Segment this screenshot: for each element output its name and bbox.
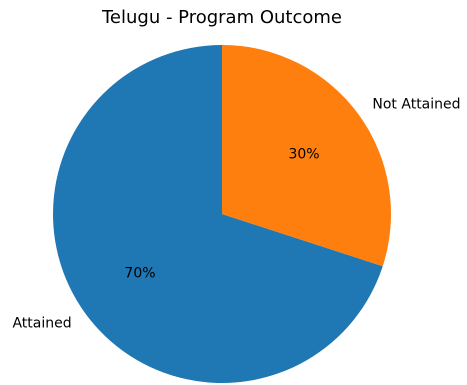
pie-slice-not-attained (222, 45, 392, 267)
pie-category-label: Not Attained (372, 97, 460, 113)
chart-title: Telugu - Program Outcome (101, 7, 342, 28)
pie-labels: 70% Attained 30% Not Attained (12, 97, 460, 332)
pie-slices (53, 45, 392, 384)
pie-percent-label: 70% (124, 266, 155, 282)
pie-category-label: Attained (12, 315, 71, 331)
pie-slice-attained (53, 45, 383, 384)
pie-percent-label: 30% (288, 146, 319, 162)
